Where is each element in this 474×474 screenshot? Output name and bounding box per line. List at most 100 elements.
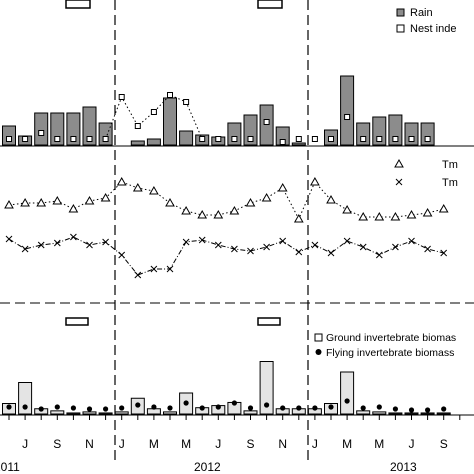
nest-index-point <box>408 136 415 142</box>
legend-flying-marker <box>315 349 322 355</box>
legend-ground-label: Ground invertebrate biomas <box>326 332 456 344</box>
tmin-point <box>53 239 61 247</box>
tmin-point <box>295 248 303 256</box>
tmin-point <box>327 249 335 257</box>
nest-index-point <box>6 136 12 142</box>
tmax-point <box>342 204 352 214</box>
nest-index-point <box>215 136 222 142</box>
flying-biomass-point <box>215 404 221 410</box>
rain-bar <box>243 114 258 146</box>
flying-biomass-point <box>70 405 76 411</box>
month-label: J <box>22 437 28 451</box>
ground-biomass-bar <box>243 410 258 415</box>
rain-bar <box>356 122 371 146</box>
tmin-point <box>440 249 448 257</box>
legend-rain-label: Rain <box>410 7 433 19</box>
year-label-2012: 2012 <box>194 460 221 474</box>
rain-bars <box>2 75 435 146</box>
tmax-point <box>68 203 79 213</box>
tmax-point <box>261 192 272 202</box>
ground-biomass-bar <box>50 410 65 415</box>
rain-bar <box>82 106 97 146</box>
rain-bar <box>66 112 81 146</box>
nest-index-point <box>295 136 302 142</box>
flying-biomass-point <box>231 400 237 406</box>
tmax-point <box>181 205 191 215</box>
flying-biomass-point <box>6 404 12 410</box>
tmin-point <box>150 265 158 273</box>
flying-biomass-point <box>280 405 286 411</box>
tmin-point <box>102 238 109 246</box>
legend-nest-swatch <box>396 24 405 33</box>
rain-bar <box>227 122 242 146</box>
flying-biomass-point <box>247 405 254 411</box>
nest-index-point <box>263 119 270 125</box>
tmax-point <box>374 211 385 221</box>
month-label: J <box>312 437 318 451</box>
tmin-series <box>5 233 448 279</box>
tmax-point <box>390 211 401 221</box>
ground-biomass-bar <box>356 410 371 415</box>
rain-bar <box>50 112 65 146</box>
tmin-point <box>118 251 126 259</box>
tmax-point <box>20 197 30 207</box>
ground-biomass-bar <box>436 412 451 415</box>
nest-index-point <box>38 130 45 136</box>
year-label-2013: 2013 <box>390 460 417 474</box>
rain-bar <box>98 122 113 146</box>
tmax-point <box>358 211 369 221</box>
ground-biomass-bar <box>404 412 419 415</box>
flying-biomass-point <box>328 404 334 410</box>
tmin-point <box>424 245 431 253</box>
rain-bar <box>420 122 435 146</box>
tmin-point <box>166 265 174 273</box>
tmax-point <box>84 195 95 205</box>
nest-index-point <box>199 136 206 142</box>
nest-index-point <box>134 123 141 129</box>
nest-index-point <box>311 136 318 142</box>
legend-flying-label: Flying invertebrate biomass <box>326 347 454 359</box>
month-label: J <box>409 437 415 451</box>
flying-biomass-point <box>38 406 44 412</box>
rain-bar <box>2 125 16 146</box>
flying-biomass-point <box>54 404 60 410</box>
flying-biomass-point <box>183 400 189 406</box>
legend-rain-swatch <box>396 8 405 17</box>
rain-bar <box>179 130 194 146</box>
tmin-point <box>279 237 287 245</box>
nest-index-point <box>167 92 173 98</box>
nest-index-point <box>22 136 29 142</box>
legend-tmax-marker <box>394 158 404 168</box>
tmin-point <box>359 243 367 251</box>
tmax-series <box>4 176 449 223</box>
nest-index-point <box>328 136 334 142</box>
tmin-point <box>86 241 93 249</box>
month-label: S <box>246 437 254 451</box>
legend-tmin-label: Tm <box>442 177 458 189</box>
month-label: N <box>278 437 287 451</box>
tmax-point <box>326 194 336 204</box>
flying-biomass-point <box>376 404 382 410</box>
flying-biomass-point <box>441 406 447 412</box>
ground-biomass-bar <box>420 412 435 415</box>
nest-index-point <box>424 136 431 142</box>
flying-biomass-point <box>103 406 109 412</box>
season-bar-bottom-right <box>257 317 281 326</box>
flying-invertebrate-points <box>6 398 447 413</box>
nest-index-series <box>6 92 431 145</box>
legend-tmax-label: Tm <box>442 159 458 171</box>
nest-index-point <box>118 94 125 100</box>
tmin-point <box>214 241 222 249</box>
rain-bar <box>146 138 161 146</box>
rain-bar <box>388 114 403 146</box>
ground-biomass-bar <box>18 382 33 415</box>
month-label: M <box>149 437 159 451</box>
tmax-point <box>165 197 175 207</box>
flying-biomass-point <box>264 402 270 408</box>
tmin-point <box>134 271 142 279</box>
tmax-point <box>293 213 304 223</box>
season-bar-top-left <box>65 0 91 9</box>
nest-index-point <box>392 136 399 142</box>
tmax-point <box>52 195 63 205</box>
season-bar-bottom-left <box>65 317 89 326</box>
